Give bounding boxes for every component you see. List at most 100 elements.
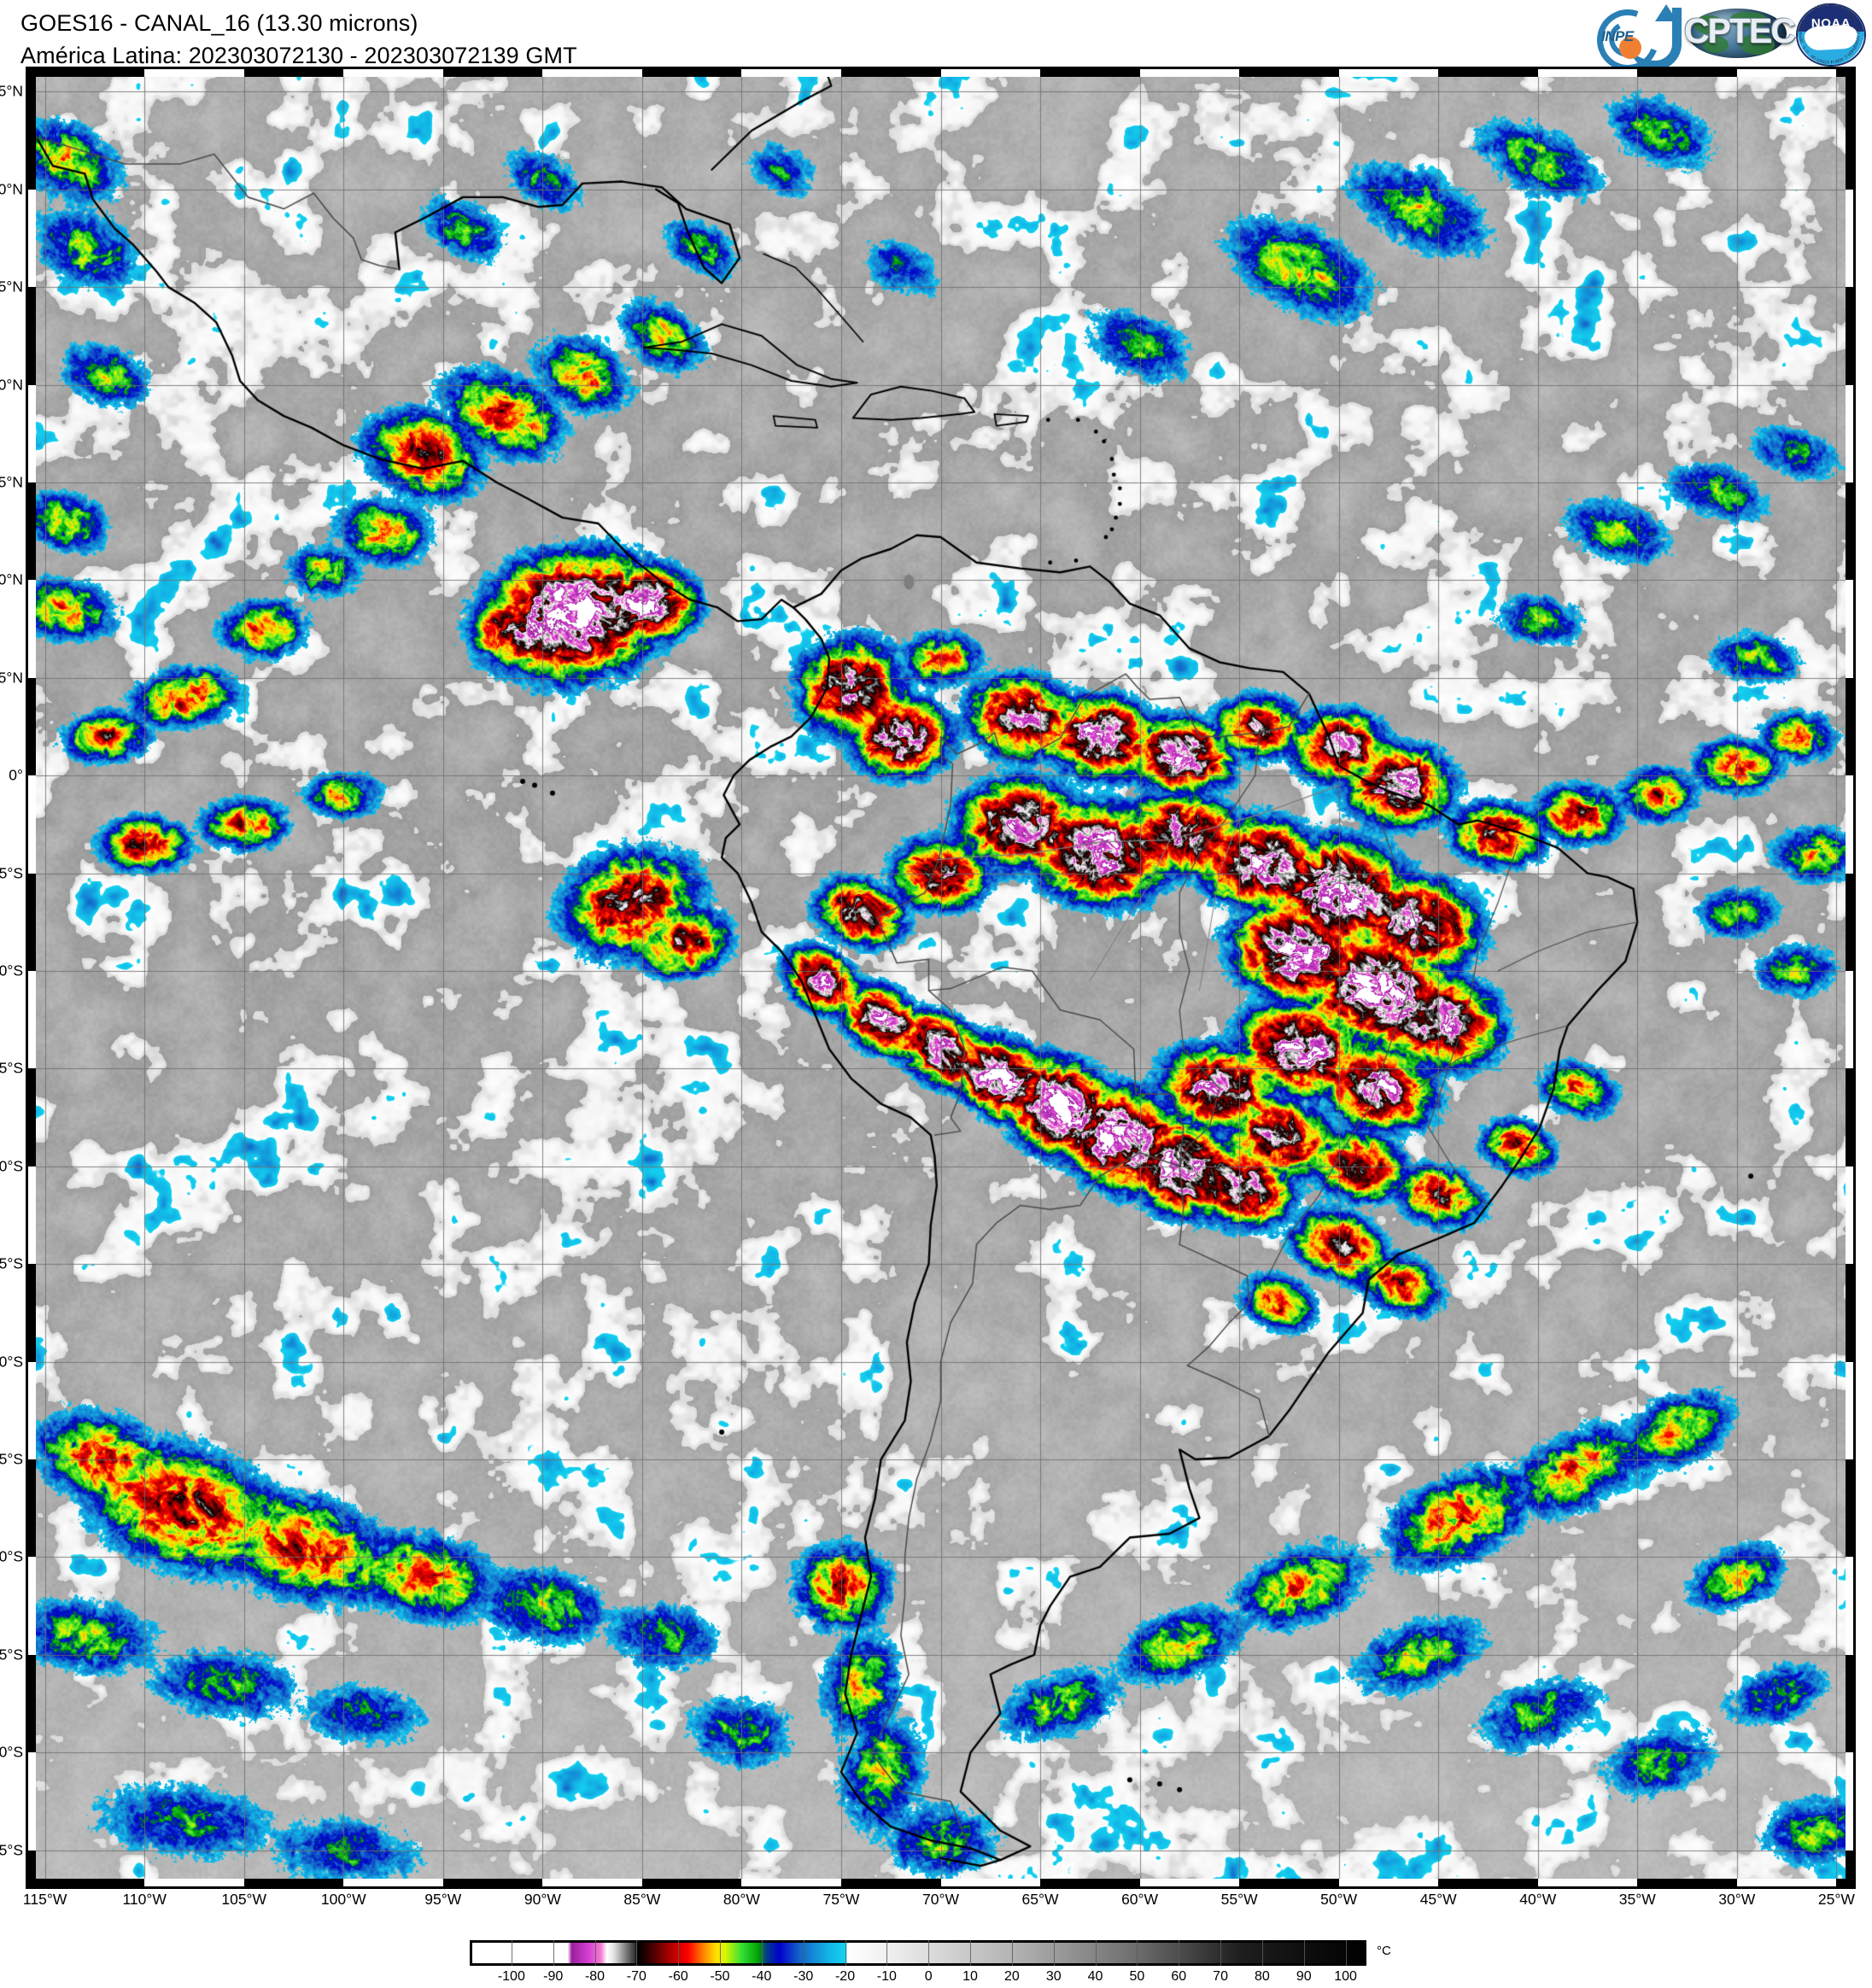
map-tick-band-bottom xyxy=(28,1879,1853,1886)
cptec-globe-icon xyxy=(1688,9,1787,58)
colorbar-tick xyxy=(553,1940,554,1966)
colorbar-group: -100 -90 -80 -70 -60 -50 -40 -30 -20 -10 0 10 20 30 40… xyxy=(0,1932,1872,1988)
lon-tick-label: 90°W xyxy=(524,1891,561,1908)
colorbar-tick xyxy=(594,1940,596,1966)
colorbar-tick-label: -80 xyxy=(584,1969,605,1984)
map-frame xyxy=(26,67,1856,1889)
lon-tick-label: 115°W xyxy=(22,1891,67,1908)
colorbar-tick-label: 50 xyxy=(1129,1969,1145,1984)
lon-tick-label: 60°W xyxy=(1121,1891,1159,1908)
colorbar-tick-label: -90 xyxy=(543,1969,564,1984)
lon-tick-label: 30°W xyxy=(1718,1891,1756,1908)
lat-tick-label: 35°N xyxy=(0,82,23,100)
lat-tick-label: 55°S xyxy=(0,1841,23,1859)
satellite-map[interactable] xyxy=(26,67,1856,1889)
colorbar-tick-label: 30 xyxy=(1045,1969,1062,1984)
noaa-seal-icon: NOAA xyxy=(1796,3,1866,67)
colorbar-tick xyxy=(1303,1940,1305,1966)
lat-tick-label: 40°S xyxy=(0,1547,23,1565)
colorbar-tick xyxy=(1345,1940,1347,1966)
colorbar-tick xyxy=(1261,1940,1263,1966)
colorbar-tick xyxy=(761,1940,763,1966)
colorbar-tick-label: 100 xyxy=(1334,1969,1357,1984)
colorbar-ticks xyxy=(470,1940,1366,1966)
colorbar-tick xyxy=(1220,1940,1222,1966)
noaa-logo-text: NOAA xyxy=(1811,15,1852,31)
colorbar-tick-label: 80 xyxy=(1255,1969,1270,1984)
lat-tick-label: 0° xyxy=(9,766,23,784)
satellite-image-canvas[interactable] xyxy=(35,76,1846,1880)
lon-tick-label: 40°W xyxy=(1519,1891,1557,1908)
map-tick-band-left xyxy=(28,69,36,1886)
lat-tick-label: 25°N xyxy=(0,278,23,295)
inpe-dot-icon xyxy=(1619,37,1641,59)
cptec-logo: CPTEC xyxy=(1684,3,1796,63)
colorbar-tick-label: 70 xyxy=(1213,1969,1228,1984)
colorbar-tick xyxy=(636,1940,638,1966)
lat-tick-label: 10°N xyxy=(0,570,23,588)
colorbar-tick xyxy=(720,1940,722,1966)
lat-tick-label: 30°S xyxy=(0,1353,23,1371)
inpe-swoosh-icon xyxy=(1629,8,1682,70)
lat-tick-label: 20°S xyxy=(0,1157,23,1175)
lon-tick-label: 110°W xyxy=(122,1891,167,1908)
latitude-axis: 35°N 30°N 25°N 20°N 15°N 10°N 5°N 0° 5°S 10°S 15°S… xyxy=(0,67,26,1889)
lat-tick-label: 25°S xyxy=(0,1254,23,1272)
title-block: GOES16 - CANAL_16 (13.30 microns) Améric… xyxy=(20,7,577,73)
temperature-colorbar xyxy=(470,1940,1366,1966)
lon-tick-label: 50°W xyxy=(1320,1891,1358,1908)
lat-tick-label: 45°S xyxy=(0,1646,23,1663)
lon-tick-label: 25°W xyxy=(1817,1891,1855,1908)
lat-tick-label: 5°N xyxy=(0,669,23,687)
lon-tick-label: 95°W xyxy=(424,1891,462,1908)
colorbar-tick-label: -20 xyxy=(834,1969,856,1984)
lon-tick-label: 70°W xyxy=(922,1891,959,1908)
lat-tick-label: 10°S xyxy=(0,962,23,979)
colorbar-tick-label: -100 xyxy=(497,1969,525,1984)
lat-tick-label: 15°S xyxy=(0,1059,23,1077)
colorbar-tick xyxy=(1053,1940,1055,1966)
lat-tick-label: 5°S xyxy=(0,864,23,882)
lon-tick-label: 105°W xyxy=(221,1891,267,1908)
colorbar-tick-label: 0 xyxy=(924,1969,933,1984)
colorbar-unit-label: °C xyxy=(1377,1944,1391,1958)
colorbar-tick-label: -50 xyxy=(710,1969,730,1984)
lat-tick-label: 30°N xyxy=(0,180,23,198)
product-title: GOES16 - CANAL_16 (13.30 microns) xyxy=(20,10,418,36)
lon-tick-label: 85°W xyxy=(623,1891,661,1908)
colorbar-tick-label: -70 xyxy=(626,1969,646,1984)
colorbar-tick xyxy=(1011,1940,1013,1966)
lon-tick-label: 45°W xyxy=(1419,1891,1457,1908)
lon-tick-label: 75°W xyxy=(822,1891,860,1908)
colorbar-tick xyxy=(845,1940,846,1966)
colorbar-tick-label: 20 xyxy=(1003,1969,1020,1984)
colorbar-tick xyxy=(928,1940,930,1966)
lon-tick-label: 80°W xyxy=(722,1891,760,1908)
lon-tick-label: 65°W xyxy=(1021,1891,1059,1908)
lon-tick-label: 100°W xyxy=(320,1891,366,1908)
product-subtitle: América Latina: 202303072130 - 202303072… xyxy=(20,43,577,69)
lat-tick-label: 50°S xyxy=(0,1743,23,1761)
map-tick-band-right xyxy=(1846,69,1853,1886)
colorbar-tick-label: -10 xyxy=(876,1969,897,1984)
colorbar-tick-labels: -100 -90 -80 -70 -60 -50 -40 -30 -20 -10 0 10 20 30 40… xyxy=(470,1969,1366,1988)
colorbar-tick xyxy=(886,1940,888,1966)
colorbar-tick xyxy=(970,1940,972,1966)
colorbar-tick xyxy=(1137,1940,1138,1966)
colorbar-tick xyxy=(678,1940,680,1966)
colorbar-tick-label: -60 xyxy=(668,1969,688,1984)
lat-tick-label: 20°N xyxy=(0,376,23,394)
cptec-logo-text: CPTEC xyxy=(1684,11,1796,50)
colorbar-tick-label: 10 xyxy=(962,1969,978,1984)
colorbar-tick-label: 90 xyxy=(1296,1969,1312,1984)
inpe-arrow-icon xyxy=(1655,4,1677,21)
header-bar: GOES16 - CANAL_16 (13.30 microns) Améric… xyxy=(0,0,1872,81)
inpe-logo: INPE xyxy=(1587,0,1682,81)
colorbar-tick xyxy=(1095,1940,1097,1966)
inpe-logo-text: INPE xyxy=(1601,28,1634,44)
colorbar-tick-label: 60 xyxy=(1171,1969,1187,1984)
longitude-axis: 115°W 110°W 105°W 100°W 95°W 90°W 85°W 80°W 75°W… xyxy=(22,1891,1856,1916)
